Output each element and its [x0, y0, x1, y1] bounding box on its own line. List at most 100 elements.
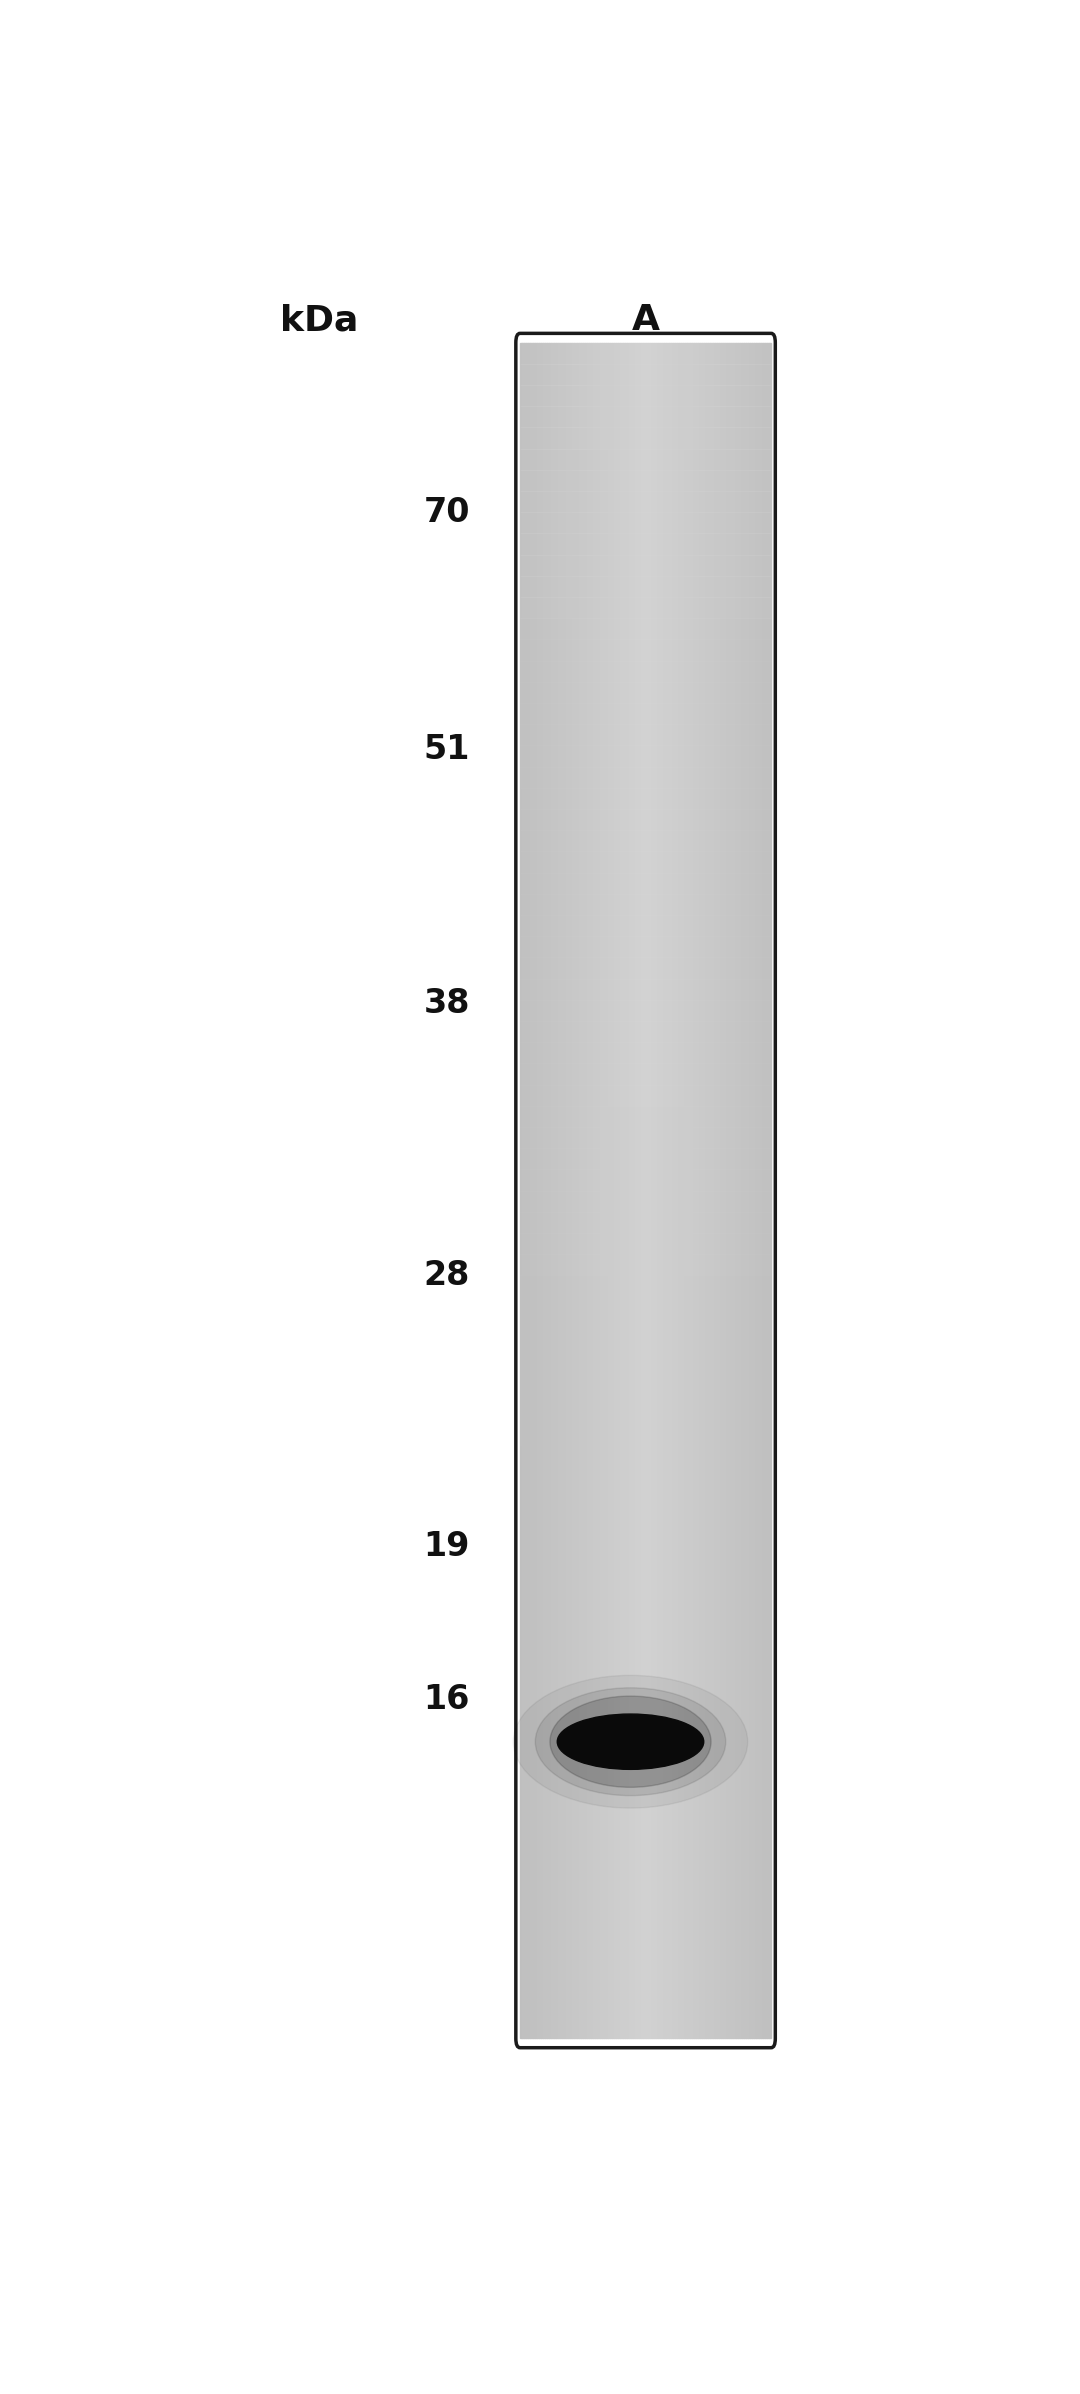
- Bar: [521, 1827, 771, 1848]
- Bar: [521, 831, 771, 852]
- Bar: [521, 1233, 771, 1254]
- Bar: [568, 342, 570, 2037]
- Bar: [521, 1700, 771, 1721]
- Bar: [521, 342, 771, 364]
- Bar: [729, 342, 731, 2037]
- Bar: [620, 342, 622, 2037]
- Bar: [608, 342, 610, 2037]
- Bar: [521, 893, 771, 915]
- Bar: [521, 1848, 771, 1870]
- Bar: [725, 342, 727, 2037]
- Bar: [652, 342, 654, 2037]
- Bar: [758, 342, 760, 2037]
- Bar: [522, 342, 524, 2037]
- Bar: [521, 1997, 771, 2018]
- Bar: [521, 512, 771, 534]
- Bar: [664, 342, 666, 2037]
- Bar: [521, 407, 771, 429]
- Bar: [521, 534, 771, 555]
- Bar: [521, 1020, 771, 1041]
- Bar: [591, 342, 593, 2037]
- Bar: [521, 1870, 771, 1891]
- Bar: [521, 1530, 771, 1551]
- Bar: [521, 1381, 771, 1403]
- Bar: [642, 342, 644, 2037]
- Bar: [599, 342, 602, 2037]
- Bar: [639, 342, 642, 2037]
- Bar: [521, 1551, 771, 1573]
- Text: 70: 70: [423, 496, 470, 529]
- Bar: [579, 342, 581, 2037]
- Bar: [521, 915, 771, 936]
- Bar: [727, 342, 729, 2037]
- Bar: [702, 342, 704, 2037]
- Bar: [719, 342, 721, 2037]
- Bar: [521, 704, 771, 723]
- Bar: [723, 342, 725, 2037]
- Bar: [595, 342, 597, 2037]
- Bar: [545, 342, 548, 2037]
- Bar: [686, 342, 687, 2037]
- Bar: [521, 2018, 771, 2037]
- Bar: [635, 342, 637, 2037]
- Bar: [637, 342, 639, 2037]
- Bar: [521, 1594, 771, 1614]
- Bar: [521, 1190, 771, 1211]
- Bar: [521, 1657, 771, 1678]
- Bar: [555, 342, 557, 2037]
- Bar: [521, 1635, 771, 1657]
- Text: 28: 28: [423, 1259, 470, 1293]
- Bar: [693, 342, 696, 2037]
- Bar: [713, 342, 715, 2037]
- Bar: [660, 342, 662, 2037]
- Bar: [530, 342, 532, 2037]
- Bar: [521, 1910, 771, 1932]
- Bar: [629, 342, 631, 2037]
- Bar: [521, 1041, 771, 1063]
- Bar: [756, 342, 758, 2037]
- Bar: [521, 852, 771, 871]
- Bar: [521, 1573, 771, 1594]
- Bar: [521, 871, 771, 893]
- Bar: [521, 1762, 771, 1784]
- Bar: [700, 342, 702, 2037]
- Bar: [521, 429, 771, 448]
- Bar: [748, 342, 751, 2037]
- Bar: [662, 342, 664, 2037]
- Bar: [539, 342, 541, 2037]
- Bar: [742, 342, 744, 2037]
- Text: 19: 19: [423, 1530, 470, 1563]
- Bar: [521, 1338, 771, 1360]
- Bar: [577, 342, 579, 2037]
- Bar: [604, 342, 606, 2037]
- Bar: [521, 1128, 771, 1149]
- Bar: [633, 342, 635, 2037]
- Bar: [521, 723, 771, 745]
- Bar: [704, 342, 706, 2037]
- Bar: [521, 1106, 771, 1128]
- Bar: [541, 342, 543, 2037]
- Bar: [721, 342, 723, 2037]
- Text: 38: 38: [423, 986, 470, 1020]
- Bar: [521, 661, 771, 682]
- Bar: [543, 342, 545, 2037]
- Bar: [526, 342, 528, 2037]
- Bar: [624, 342, 626, 2037]
- Bar: [521, 1508, 771, 1530]
- Bar: [521, 1063, 771, 1084]
- Bar: [521, 682, 771, 704]
- Bar: [521, 1446, 771, 1465]
- Bar: [689, 342, 691, 2037]
- Bar: [684, 342, 686, 2037]
- Bar: [521, 1975, 771, 1997]
- Bar: [626, 342, 629, 2037]
- Bar: [606, 342, 608, 2037]
- Bar: [669, 342, 671, 2037]
- Bar: [521, 1317, 771, 1338]
- Bar: [548, 342, 550, 2037]
- Bar: [521, 809, 771, 831]
- Bar: [535, 342, 537, 2037]
- Bar: [521, 491, 771, 512]
- Bar: [521, 788, 771, 809]
- Text: A: A: [632, 304, 660, 338]
